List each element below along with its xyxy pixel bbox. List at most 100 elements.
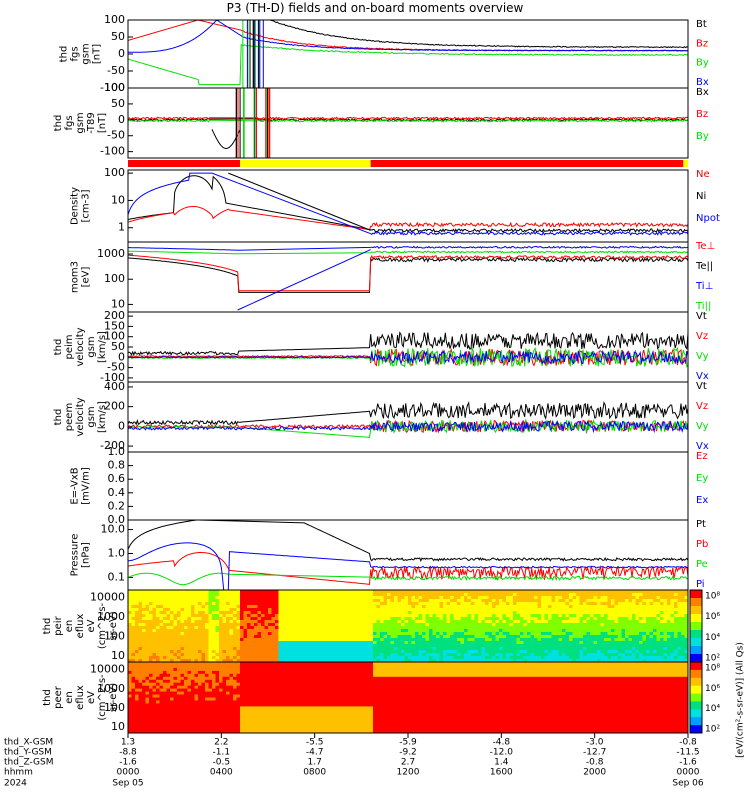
spec-cell-peir	[348, 656, 353, 660]
spec-cell-peir	[257, 620, 262, 624]
spec-cell-peir	[285, 602, 290, 606]
spec-cell-peir	[642, 596, 647, 600]
spec-cell-peir	[488, 641, 493, 645]
spec-cell-peir	[313, 605, 318, 609]
spec-cell-peir	[243, 620, 248, 624]
spec-cell-peir	[502, 599, 507, 603]
spec-cell-peer	[166, 665, 171, 669]
spec-cell-peir	[485, 641, 489, 645]
spec-cell-peir	[436, 590, 440, 594]
spec-cell-peir	[131, 659, 136, 663]
spec-cell-peer	[138, 703, 143, 707]
spec-cell-peir	[411, 632, 416, 636]
spec-cell-peir	[243, 626, 248, 630]
spec-cell-peir	[415, 629, 419, 633]
spec-cell-peir	[401, 638, 405, 642]
spec-cell-peer	[229, 682, 234, 687]
spec-cell-peir	[478, 614, 482, 618]
spec-cell-peir	[464, 611, 468, 615]
spec-cell-peir	[429, 641, 433, 645]
spec-cell-peir	[229, 653, 234, 657]
spec-cell-peir	[390, 620, 395, 624]
spec-cell-peer	[163, 682, 167, 687]
spec-cell-peir	[292, 608, 297, 612]
spec-cell-peir	[600, 614, 605, 618]
spec-cell-peir	[285, 644, 290, 648]
spec-cell-peer	[222, 730, 227, 734]
spec-cell-peir	[191, 620, 195, 624]
spec-cell-peir	[684, 596, 689, 600]
spec-cell-peir	[614, 599, 619, 603]
spec-cell-peir	[681, 602, 685, 606]
spec-cell-peir	[268, 605, 272, 609]
spec-cell-peir	[222, 632, 227, 636]
yticklabel-pressure-1: 1.0	[108, 547, 126, 560]
spec-cell-peir	[632, 617, 636, 621]
spec-cell-peir	[341, 617, 346, 621]
spec-cell-peir	[401, 620, 405, 624]
ylabel-pressure-1: [nPa]	[81, 542, 92, 568]
ylabel-peem_v-4: [km/s]	[97, 401, 108, 433]
spec-cell-peir	[516, 599, 521, 603]
spec-cell-peir	[677, 656, 682, 660]
spec-cell-peir	[264, 590, 269, 594]
spec-cell-peir	[499, 647, 503, 651]
spec-cell-peer	[191, 667, 195, 672]
spec-cell-peir	[313, 608, 318, 612]
spec-cell-peir	[180, 650, 185, 654]
spec-cell-peir	[520, 653, 524, 657]
spec-cell-peir	[597, 623, 601, 627]
spec-cell-peer	[240, 691, 244, 696]
spec-cell-peir	[544, 650, 549, 654]
spec-cell-peir	[194, 644, 199, 648]
spec-cell-peir	[600, 590, 605, 594]
spec-cell-peir	[338, 611, 342, 615]
spec-cell-peir	[471, 608, 475, 612]
spec-cell-peir	[509, 590, 514, 594]
yticklabel-fgs_db-0: 100	[104, 81, 125, 94]
spec-cell-peir	[240, 623, 244, 627]
spec-cell-peer	[156, 697, 160, 701]
spec-cell-peir	[443, 659, 447, 663]
spec-cell-peir	[324, 605, 328, 609]
spec-cell-peir	[243, 593, 248, 597]
spec-cell-peir	[579, 635, 584, 639]
spec-cell-peir	[292, 641, 297, 645]
spec-cell-peir	[646, 653, 650, 657]
spec-cell-peer	[152, 715, 157, 719]
spec-cell-peer	[135, 703, 139, 707]
spec-cell-peir	[152, 626, 157, 630]
spec-cell-peer	[180, 673, 185, 678]
spec-cell-peir	[215, 596, 220, 600]
spec-cell-peer	[131, 688, 136, 693]
spec-cell-peir	[264, 626, 269, 630]
spec-cell-peir	[646, 605, 650, 609]
spec-cell-peer	[236, 721, 241, 725]
spec-cell-peir	[254, 617, 258, 621]
spec-cell-peir	[569, 653, 573, 657]
spec-cell-peir	[478, 593, 482, 597]
spec-cell-peir	[208, 659, 213, 663]
spec-cell-peer	[135, 727, 139, 731]
series-ti-par	[128, 250, 689, 255]
spec-cell-peir	[278, 635, 283, 639]
spec-cell-peir	[555, 656, 559, 660]
spec-cell-peir	[296, 611, 300, 615]
spec-cell-peir	[607, 602, 612, 606]
spec-cell-peer	[166, 715, 171, 719]
spec-cell-peer	[173, 697, 178, 701]
spec-cell-peir	[488, 620, 493, 624]
spec-cell-peir	[292, 650, 297, 654]
spec-cell-peir	[177, 605, 181, 609]
spec-cell-peir	[583, 596, 587, 600]
spec-cell-peer	[257, 730, 262, 734]
spec-cell-peer	[222, 700, 227, 704]
spec-cell-peir	[373, 608, 377, 612]
spec-cell-peir	[331, 593, 335, 597]
spec-cell-peer	[194, 700, 199, 704]
spec-cell-peir	[191, 593, 195, 597]
spec-cell-peir	[541, 623, 545, 627]
spec-cell-peir	[618, 614, 622, 618]
spec-cell-peir	[646, 602, 650, 606]
